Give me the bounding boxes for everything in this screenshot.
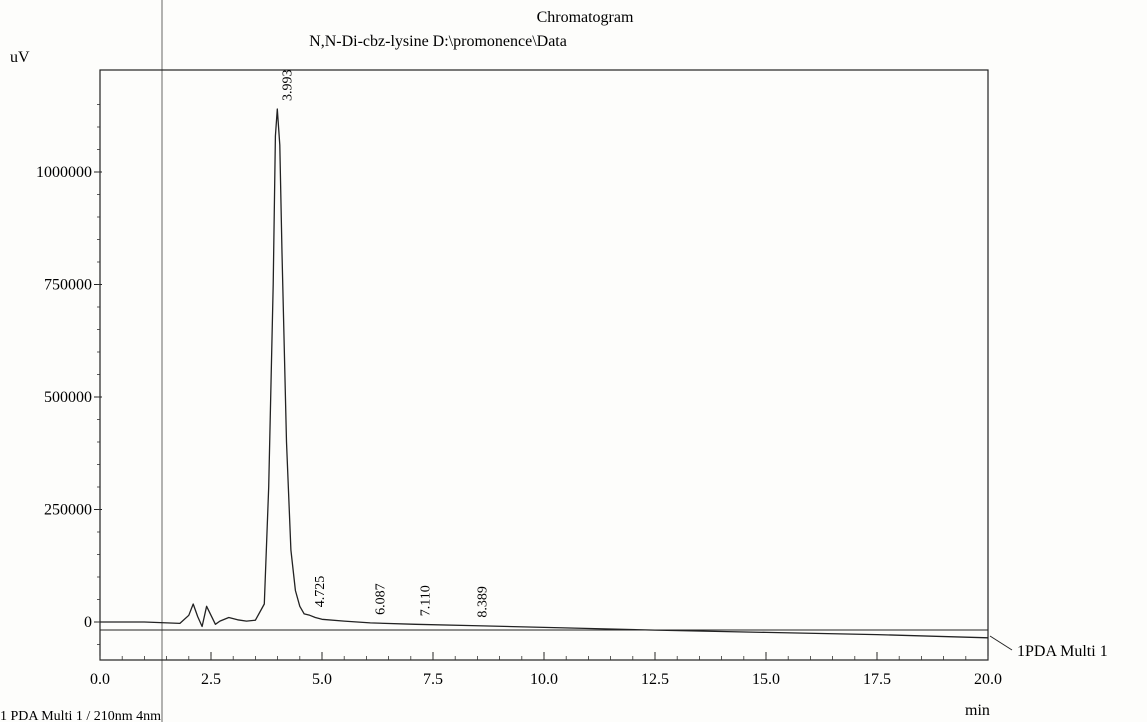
peak-label: 6.087 xyxy=(373,583,388,615)
plot-frame xyxy=(99,69,989,661)
x-tick-label: 17.5 xyxy=(863,671,891,688)
y-tick-label: 1000000 xyxy=(36,164,92,181)
series-line xyxy=(100,108,989,639)
marks-group: 3.993 4.725 6.087 7.110 8.389 xyxy=(100,70,989,639)
chart-footer: 1 PDA Multi 1 / 210nm 4nm xyxy=(0,709,161,722)
x-tick-label: 20.0 xyxy=(974,671,1002,688)
x-tick-label: 12.5 xyxy=(641,671,669,688)
x-tick-label: 7.5 xyxy=(423,671,443,688)
y-tick-label: 500000 xyxy=(44,389,92,406)
y-tick-label: 750000 xyxy=(44,277,92,294)
x-tick-label: 2.5 xyxy=(201,671,221,688)
x-axis-label: min xyxy=(965,702,990,719)
chart-title: Chromatogram xyxy=(537,9,634,26)
y-tick-label: 0 xyxy=(84,614,92,631)
peak-label: 8.389 xyxy=(475,586,490,618)
y-tick-label: 250000 xyxy=(44,502,92,519)
series-legend-label: 1PDA Multi 1 xyxy=(1017,643,1108,660)
axes-group: 0.0 2.5 5.0 7.5 10.0 12.5 15.0 17.5 20.0 0 250000 5… xyxy=(36,104,1002,688)
x-tick-label: 5.0 xyxy=(312,671,332,688)
peak-label: 3.993 xyxy=(280,70,295,102)
x-tick-label: 15.0 xyxy=(752,671,780,688)
peak-label: 4.725 xyxy=(313,576,328,608)
x-tick-label: 10.0 xyxy=(530,671,558,688)
peak-label: 7.110 xyxy=(419,585,434,616)
chart-subtitle: N,N-Di-cbz-lysine D:\promonence\Data xyxy=(309,33,567,50)
x-tick-label: 0.0 xyxy=(90,671,110,688)
legend-leader-line xyxy=(989,635,1013,651)
y-axis-label: uV xyxy=(10,49,30,66)
